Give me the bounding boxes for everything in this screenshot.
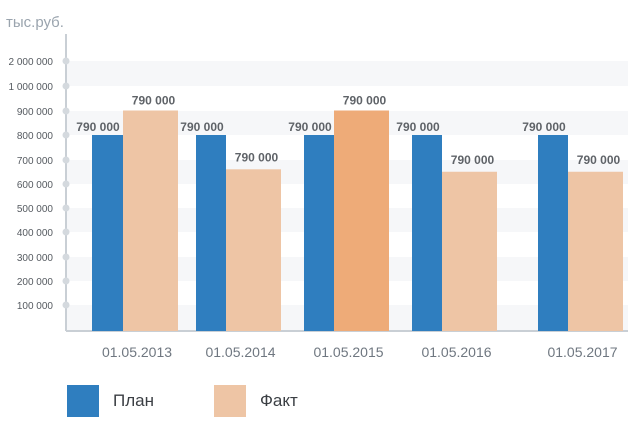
bar-plan: [196, 135, 226, 331]
y-tick-label: 100 000: [17, 301, 54, 312]
grid-band: [67, 61, 628, 86]
legend-swatch-fact: [214, 385, 246, 417]
y-tick-dot: [62, 156, 70, 164]
x-tick-label: 01.05.2013: [102, 344, 172, 360]
bar-plan: [304, 135, 334, 331]
data-label-plan: 790 000: [288, 120, 332, 134]
y-tick-dot: [62, 131, 70, 139]
legend-label-plan: План: [113, 391, 154, 410]
legend-item-plan: План: [67, 384, 154, 418]
unit-label: тыс.руб.: [6, 14, 64, 31]
data-label-fact: 790 000: [451, 153, 495, 167]
legend-swatch-plan: [67, 385, 99, 417]
y-tick-label: 600 000: [17, 180, 54, 191]
data-label-plan: 790 000: [180, 120, 224, 134]
y-tick-label: 400 000: [17, 228, 54, 239]
y-tick-dot: [62, 253, 70, 261]
x-tick-label: 01.05.2014: [205, 344, 275, 360]
data-label-fact: 790 000: [343, 94, 387, 108]
y-tick-label: 500 000: [17, 204, 54, 215]
bar-plan: [412, 135, 442, 331]
y-tick-dot: [62, 180, 70, 188]
y-tick-label: 200 000: [17, 277, 54, 288]
y-tick-label: 300 000: [17, 253, 54, 264]
data-label-fact: 790 000: [132, 94, 176, 108]
bar-fact: [442, 171, 497, 331]
bar-plan: [538, 135, 568, 331]
y-axis-ticks: 2 000 000 1 000 000 900 000 800 000 700 000 6…: [9, 57, 70, 312]
x-tick-label: 01.05.2017: [547, 344, 617, 360]
y-tick-label: 700 000: [17, 156, 54, 167]
bar-plan: [92, 135, 123, 331]
x-axis-ticks: 01.05.2013 01.05.2014 01.05.2015 01.05.2016…: [102, 344, 618, 360]
data-label-plan: 790 000: [522, 120, 566, 134]
y-tick-dot: [62, 301, 70, 309]
y-tick-label: 2 000 000: [9, 57, 54, 68]
bar-fact: [123, 110, 178, 331]
y-tick-dot: [62, 57, 70, 65]
legend-item-fact: Факт: [214, 384, 298, 418]
bars: [92, 110, 623, 331]
y-tick-label: 1 000 000: [9, 82, 54, 93]
data-label-fact: 790 000: [235, 150, 279, 164]
bar-fact: [226, 169, 281, 331]
y-tick-label: 900 000: [17, 107, 54, 118]
x-tick-label: 01.05.2016: [421, 344, 491, 360]
x-tick-label: 01.05.2015: [313, 344, 383, 360]
bar-fact: [568, 171, 623, 331]
legend-label-fact: Факт: [260, 391, 298, 410]
data-label-fact: 790 000: [577, 153, 621, 167]
bar-fact: [334, 110, 389, 331]
data-label-plan: 790 000: [76, 120, 120, 134]
y-tick-dot: [62, 204, 70, 212]
y-tick-label: 800 000: [17, 131, 54, 142]
y-tick-dot: [62, 82, 70, 90]
data-labels: 790 000 790 000 790 000 790 000 790 000 790 0…: [76, 94, 620, 167]
data-label-plan: 790 000: [396, 120, 440, 134]
y-tick-dot: [62, 107, 70, 115]
y-tick-dot: [62, 228, 70, 236]
y-tick-dot: [62, 277, 70, 285]
